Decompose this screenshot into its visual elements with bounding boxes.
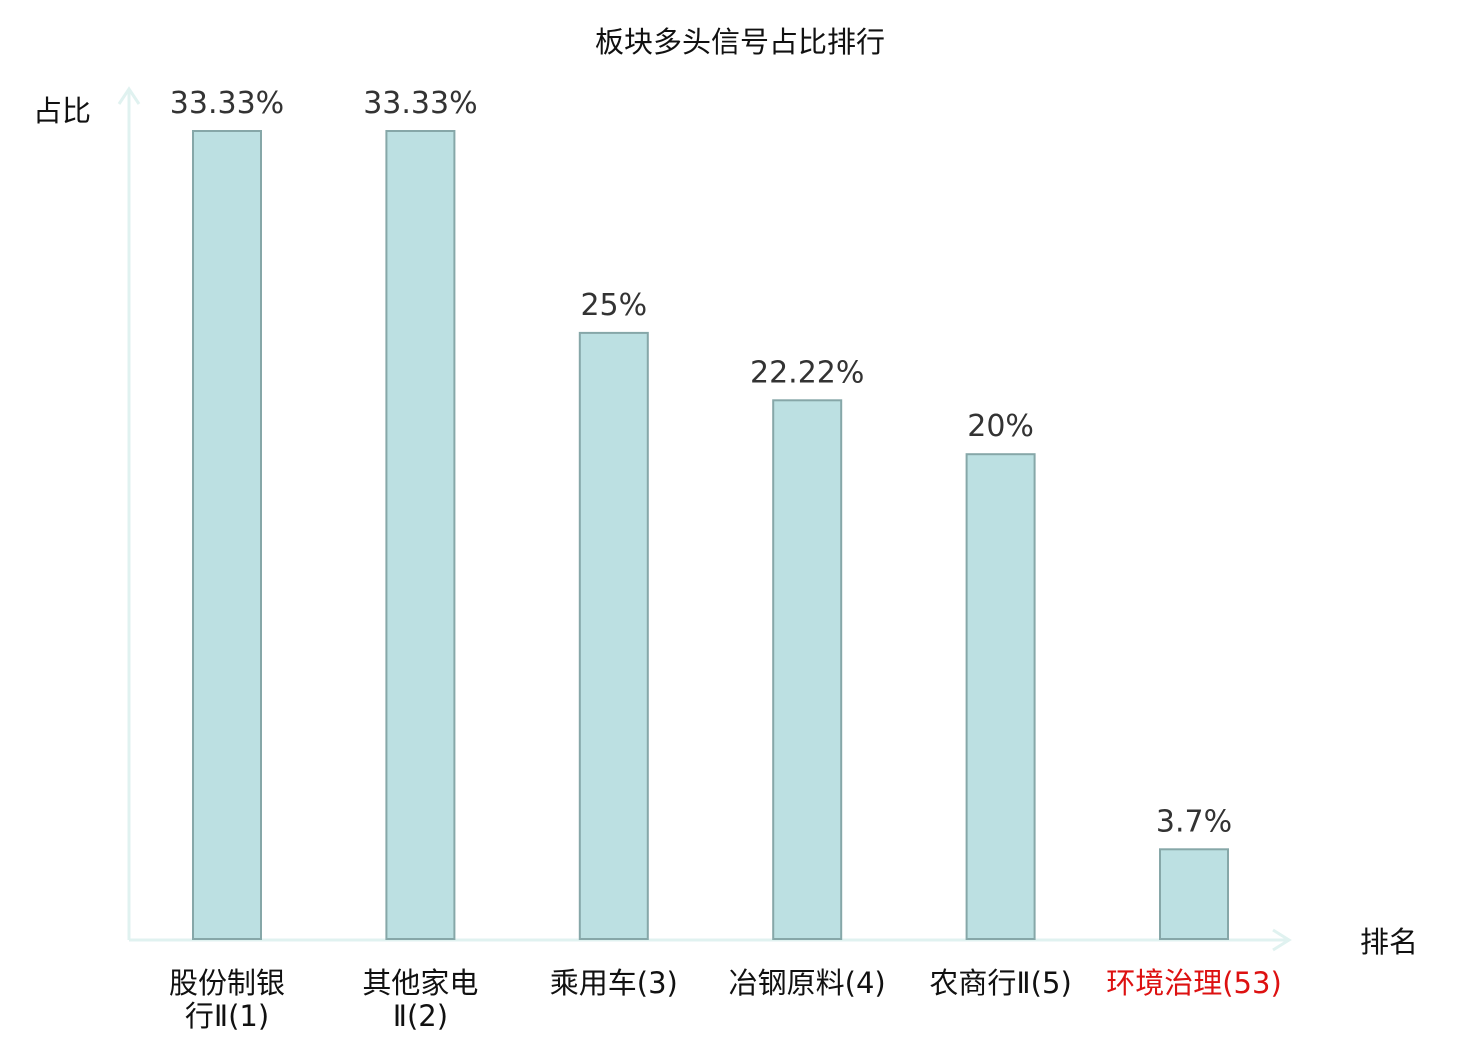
x-axis-label: 排名 bbox=[1360, 925, 1418, 959]
bars-group bbox=[192, 130, 1229, 940]
x-axis-arrow-icon bbox=[1272, 928, 1292, 952]
bar bbox=[772, 399, 843, 940]
x-tick-label: 其他家电 bbox=[362, 966, 478, 1000]
x-tick-label: 行Ⅱ(1) bbox=[185, 999, 269, 1033]
data-label: 22.22% bbox=[750, 355, 864, 390]
bar bbox=[385, 130, 456, 940]
y-axis-label: 占比 bbox=[33, 94, 91, 128]
bar bbox=[192, 130, 262, 940]
data-label: 33.33% bbox=[170, 86, 284, 121]
data-label: 33.33% bbox=[363, 86, 477, 121]
data-label: 3.7% bbox=[1156, 804, 1232, 839]
x-tick-label: 冶钢原料(4) bbox=[729, 966, 886, 1000]
bar bbox=[965, 453, 1036, 940]
bar bbox=[578, 331, 649, 940]
chart-title: 板块多头信号占比排行 bbox=[595, 25, 885, 59]
x-tick-label: 股份制银 bbox=[169, 966, 285, 1000]
data-label: 20% bbox=[967, 409, 1034, 444]
data-label: 25% bbox=[580, 288, 647, 323]
x-tick-label: 乘用车(3) bbox=[550, 966, 678, 1000]
bar bbox=[1159, 848, 1229, 940]
value-labels-group: 33.33% 33.33% 25% 22.22% 20% 3.7% bbox=[170, 86, 1232, 839]
x-tick-label: 环境治理(53) bbox=[1106, 966, 1282, 1000]
axes bbox=[117, 86, 1292, 952]
x-tick-label: Ⅱ(2) bbox=[393, 999, 448, 1033]
y-axis-arrow-icon bbox=[117, 86, 141, 105]
x-tick-label: 农商行Ⅱ(5) bbox=[929, 966, 1071, 1000]
